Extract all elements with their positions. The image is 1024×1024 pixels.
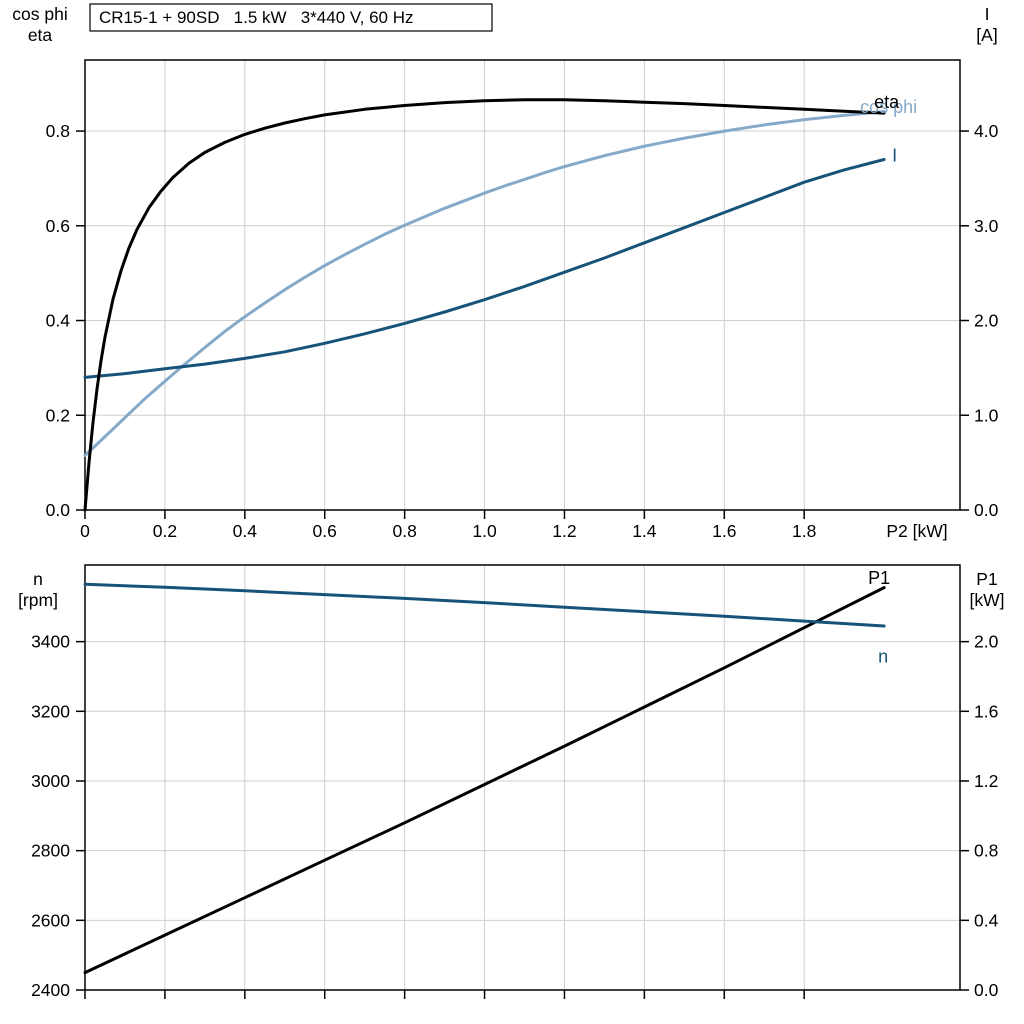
x-tick-label: 0.4: [233, 521, 258, 541]
axis-label-current: I: [985, 4, 990, 24]
series-label-i: I: [892, 145, 897, 165]
series-line-n: [83, 582, 886, 628]
y-left-tick-label: 2400: [31, 980, 70, 1000]
series-line-p1: [83, 586, 886, 975]
series-line-cos-phi: [83, 110, 886, 457]
y-left-tick-label: 0.2: [46, 405, 70, 425]
title-box: [89, 3, 493, 32]
y-left-tick-label: 0.6: [46, 216, 70, 236]
y-right-tick-label: 2.0: [974, 311, 999, 331]
y-left-tick-label: 3000: [31, 771, 70, 791]
x-tick-label: 1.4: [632, 521, 657, 541]
series-label-p1: P1: [868, 568, 890, 588]
axis-label-cos-phi: cos phi: [12, 4, 67, 24]
axis-label-eta: eta: [28, 25, 53, 45]
y-right-tick-label: 0.8: [974, 841, 998, 861]
series-label-n: n: [878, 647, 888, 667]
y-right-tick-label: 0.0: [974, 980, 999, 1000]
x-tick-label: 0: [80, 521, 90, 541]
y-right-tick-label: 2.0: [974, 632, 999, 652]
y-right-tick-label: 1.6: [974, 701, 998, 721]
y-right-tick-label: 0.4: [974, 910, 999, 930]
series-label-cos-phi: cos phi: [860, 97, 917, 117]
plot-frame: [84, 59, 961, 511]
axis-label-p1-unit: [kW]: [970, 590, 1005, 610]
y-right-tick-label: 3.0: [974, 216, 999, 236]
axis-label-speed-unit: [rpm]: [18, 590, 58, 610]
x-tick-label: 1.2: [552, 521, 576, 541]
y-right-tick-label: 4.0: [974, 121, 999, 141]
y-left-tick-label: 2800: [31, 841, 70, 861]
x-tick-label: 1.0: [472, 521, 497, 541]
x-tick-label: 1.8: [792, 521, 816, 541]
y-right-tick-label: 1.0: [974, 405, 999, 425]
y-right-tick-label: 0.0: [974, 500, 999, 520]
x-axis-label-p2: P2 [kW]: [886, 521, 947, 541]
series-line-eta: [83, 98, 886, 512]
y-right-tick-label: 1.2: [974, 771, 998, 791]
axis-label-p1: P1: [976, 569, 997, 589]
plot-frame: [84, 564, 961, 991]
series-label-eta: eta: [874, 92, 900, 112]
x-tick-label: 0.6: [313, 521, 337, 541]
y-left-tick-label: 3200: [31, 701, 70, 721]
y-left-tick-label: 3400: [31, 632, 70, 652]
chart-title: CR15-1 + 90SD 1.5 kW 3*440 V, 60 Hz: [99, 8, 414, 27]
series-line-i: [83, 158, 886, 379]
x-tick-label: 0.8: [392, 521, 416, 541]
axis-label-current-unit: [A]: [976, 25, 997, 45]
panel-top-cosphi-eta-current: 0 0.2 0.4 0.6 0.8 1.0 1.2 1.4 1.6 1.8 0.0 0.2 0.4 0.6…: [46, 59, 999, 541]
y-left-tick-label: 0.0: [46, 500, 71, 520]
axis-label-speed: n: [33, 569, 43, 589]
y-left-tick-label: 2600: [31, 910, 70, 930]
y-left-tick-label: 0.8: [46, 121, 70, 141]
x-tick-label: 1.6: [712, 521, 736, 541]
x-tick-label: 0.2: [153, 521, 177, 541]
y-left-tick-label: 0.4: [46, 311, 71, 331]
panel-bottom-speed-power: 2400 2600 2800 3000 3200 3400 0.0 0.4 0.8 1.2 1.6 2…: [31, 564, 999, 1000]
